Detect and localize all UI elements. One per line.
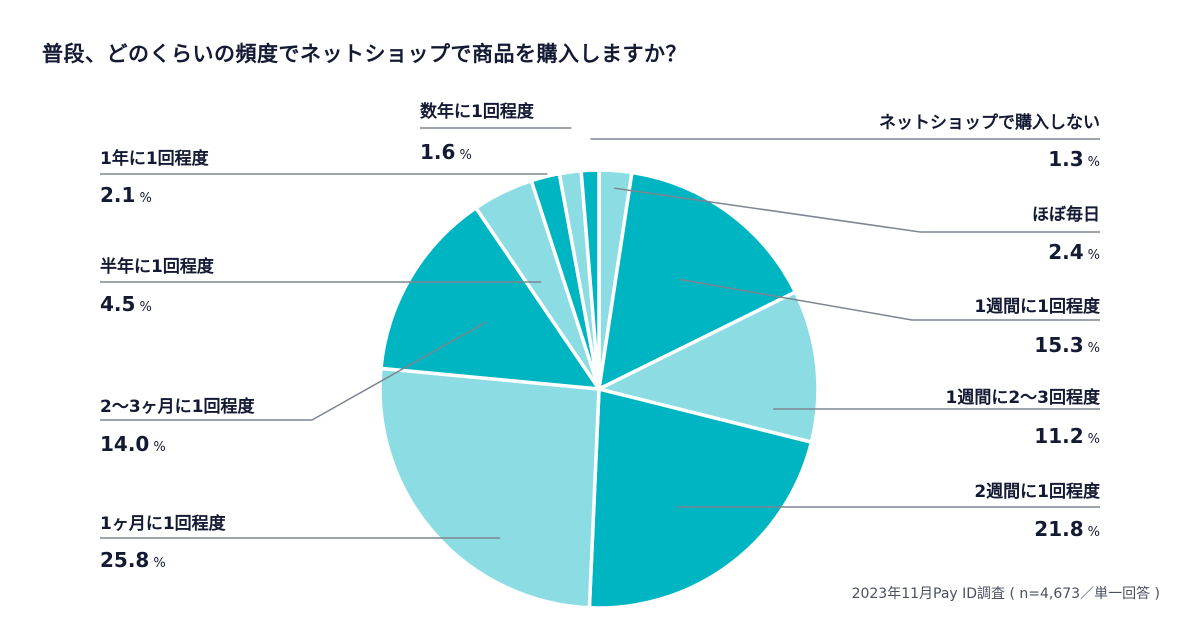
percent-sign: % — [139, 300, 152, 315]
value-monthly: 25.8% — [100, 548, 166, 572]
value-text: 11.2 — [1034, 424, 1084, 448]
label-every-few-years: 数年に1回程度 — [420, 102, 534, 122]
value-weekly-2-3: 11.2% — [1034, 424, 1100, 448]
percent-sign: % — [139, 191, 152, 206]
pie-slice — [379, 206, 601, 391]
value-text: 4.5 — [100, 292, 136, 316]
leader-line — [679, 278, 1100, 321]
label-monthly: 1ヶ月に1回程度 — [100, 514, 226, 534]
percent-sign: % — [1087, 341, 1100, 356]
label-weekly-2-3: 1週間に2〜3回程度 — [945, 388, 1101, 408]
percent-sign: % — [1087, 432, 1100, 447]
percent-sign: % — [153, 556, 166, 571]
value-yearly: 2.1% — [100, 183, 152, 207]
value-text: 25.8 — [100, 548, 150, 572]
label-biweekly: 2週間に1回程度 — [974, 482, 1100, 502]
pie-slice — [587, 387, 814, 610]
value-2-3-months: 14.0% — [100, 432, 166, 456]
value-no-purchase: 1.3% — [1048, 147, 1100, 171]
percent-sign: % — [459, 148, 472, 163]
survey-note: 2023年11月Pay ID調査 ( n=4,673／単一回答 ) — [851, 586, 1160, 602]
value-text: 21.8 — [1034, 517, 1084, 541]
percent-sign: % — [1087, 155, 1100, 170]
value-text: 15.3 — [1034, 333, 1084, 357]
pie-slice — [597, 170, 798, 391]
value-text: 14.0 — [100, 432, 150, 456]
pie-slice — [579, 168, 601, 391]
percent-sign: % — [1087, 248, 1100, 263]
percent-sign: % — [1087, 525, 1100, 540]
value-text: 2.4 — [1048, 240, 1084, 264]
percent-sign: % — [153, 440, 166, 455]
leader-line — [614, 187, 1100, 233]
label-weekly-once: 1週間に1回程度 — [974, 297, 1100, 317]
chart-title: 普段、どのくらいの頻度でネットショップで商品を購入しますか？ — [42, 42, 687, 66]
leader-line — [100, 321, 487, 421]
value-text: 1.3 — [1048, 147, 1084, 171]
label-2-3-months: 2〜3ヶ月に1回程度 — [100, 397, 255, 417]
value-text: 2.1 — [100, 183, 136, 207]
value-every-few-years: 1.6% — [420, 140, 472, 164]
label-yearly: 1年に1回程度 — [100, 149, 209, 169]
value-text: 1.6 — [420, 140, 456, 164]
label-half-yearly: 半年に1回程度 — [100, 257, 214, 277]
value-almost-daily: 2.4% — [1048, 240, 1100, 264]
value-half-yearly: 4.5% — [100, 292, 152, 316]
pie-slice — [378, 366, 601, 610]
label-almost-daily: ほぼ毎日 — [1032, 205, 1100, 225]
value-biweekly: 21.8% — [1034, 517, 1100, 541]
label-no-purchase: ネットショップで購入しない — [879, 113, 1100, 133]
value-weekly-once: 15.3% — [1034, 333, 1100, 357]
